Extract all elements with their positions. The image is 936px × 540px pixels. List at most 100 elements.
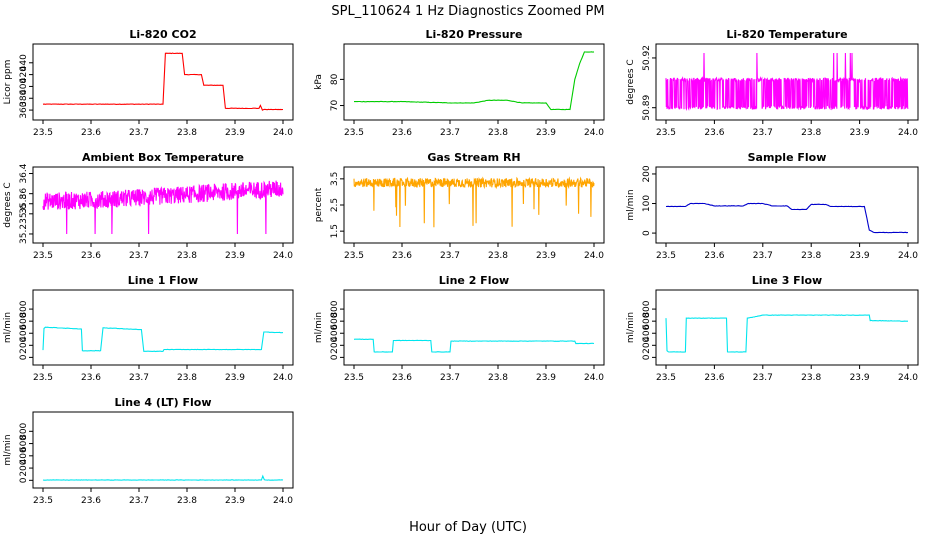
y-tick-label: 200 [642,336,652,353]
y-tick-label: 600 [19,435,29,452]
x-tick-label: 24.0 [273,251,293,261]
panel-title: Li-820 CO2 [129,28,196,41]
chart-panel: Li-820 Pressure 23.5 23.6 23.7 23.8 23.9 24.0 7… [314,28,605,138]
x-tick-label: 23.7 [129,373,149,383]
y-axis-label: ml/min [314,312,324,343]
x-tick-label: 23.7 [440,373,460,383]
y-tick-label: 100 [642,195,652,212]
x-tick-label: 23.9 [536,373,556,383]
y-tick-label: 35.8 [19,193,29,213]
y-tick-label: 50.89 [642,95,652,121]
y-tick-label: 36.4 [19,163,29,183]
y-tick-label: 600 [330,312,340,329]
x-tick-label: 23.8 [177,496,197,506]
x-tick-label: 23.6 [81,496,101,506]
y-tick-label: 36 [19,188,29,200]
y-tick-label: 600 [642,312,652,329]
x-tick-label: 24.0 [273,128,293,138]
x-tick-label: 23.8 [177,251,197,261]
x-tick-label: 23.5 [33,496,53,506]
y-tick-label: 800 [330,300,340,317]
x-tick-label: 23.5 [656,251,676,261]
y-tick-label: 360 [19,101,29,118]
x-tick-label: 23.6 [704,373,724,383]
y-tick-label: 2.5 [330,198,340,212]
plot-frame [655,166,919,244]
x-tick-label: 24.0 [584,251,604,261]
x-tick-label: 23.7 [440,128,460,138]
y-tick-label: 380 [19,89,29,106]
chart-panel: Ambient Box Temperature 23.5 23.6 23.7 23.8 2… [3,151,294,261]
x-tick-label: 23.5 [344,128,364,138]
y-axis-label: ml/min [626,312,636,343]
panel-title: Line 3 Flow [752,274,822,287]
series-line [354,51,595,111]
y-tick-label: 70 [330,100,340,112]
series-line [665,52,909,111]
plot-frame [32,411,294,489]
x-tick-label: 23.5 [33,251,53,261]
plot-frame [32,43,294,121]
x-tick-label: 23.9 [225,128,245,138]
x-tick-label: 24.0 [898,128,918,138]
series-line [42,52,284,111]
chart-panel: Line 3 Flow 23.5 23.6 23.7 23.8 23.9 24.0 02004… [626,274,919,383]
y-tick-label: 35.2 [19,224,29,244]
panel-title: Li-820 Temperature [726,28,847,41]
x-tick-label: 23.8 [488,128,508,138]
x-tick-label: 23.5 [656,373,676,383]
chart-panel: Gas Stream RH 23.5 23.6 23.7 23.8 23.9 24.0 1.5… [314,151,605,261]
x-tick-label: 23.9 [225,496,245,506]
x-tick-label: 23.9 [536,251,556,261]
y-tick-label: 0 [642,354,652,360]
y-axis-label: percent [314,187,324,222]
x-tick-label: 23.8 [488,251,508,261]
x-tick-label: 23.9 [225,373,245,383]
plot-frame [343,289,605,366]
x-axis-label: Hour of Day (UTC) [409,520,527,535]
y-tick-label: 200 [19,336,29,353]
panel-title: Gas Stream RH [427,151,520,164]
x-tick-label: 24.0 [584,128,604,138]
x-tick-label: 23.6 [392,373,412,383]
panel-title: Line 4 (LT) Flow [115,396,212,409]
x-tick-label: 23.9 [850,128,870,138]
y-tick-label: 0 [19,477,29,483]
series-line [353,338,595,353]
panel-title: Ambient Box Temperature [82,151,244,164]
panel-title: Line 2 Flow [439,274,509,287]
y-axis-label: Licor ppm [3,60,13,105]
y-axis-label: degrees C [3,182,13,227]
y-tick-label: 200 [642,165,652,182]
x-tick-label: 23.7 [129,128,149,138]
y-tick-label: 200 [330,336,340,353]
x-tick-label: 23.9 [225,251,245,261]
x-tick-label: 23.8 [488,373,508,383]
y-tick-label: 35.6 [19,204,29,224]
y-tick-label: 0 [330,354,340,360]
x-tick-label: 24.0 [898,251,918,261]
plot-frame [655,289,919,366]
chart-panel: Li-820 Temperature 23.5 23.6 23.7 23.8 23.9 24… [626,28,919,138]
x-tick-label: 23.6 [81,373,101,383]
chart-panel: Line 4 (LT) Flow 23.5 23.6 23.7 23.8 23.9 24.0… [3,396,294,506]
y-axis-label: ml/min [3,312,13,343]
y-tick-label: 1.5 [330,224,340,238]
x-tick-label: 23.7 [753,373,773,383]
y-axis-label: degrees C [626,59,636,104]
x-tick-label: 23.5 [33,128,53,138]
x-tick-label: 24.0 [273,373,293,383]
y-tick-label: 800 [19,422,29,439]
y-tick-label: 440 [19,54,29,71]
chart-panel: Sample Flow 23.5 23.6 23.7 23.8 23.9 24.0 0 100 2… [626,151,919,261]
panel-title: Sample Flow [748,151,827,164]
series-line [42,326,284,353]
y-tick-label: 0 [19,354,29,360]
y-tick-label: 800 [642,300,652,317]
x-tick-label: 23.5 [33,373,53,383]
x-tick-label: 23.6 [704,128,724,138]
series-line [42,474,284,481]
y-tick-label: 0 [642,230,652,236]
x-tick-label: 23.7 [440,251,460,261]
